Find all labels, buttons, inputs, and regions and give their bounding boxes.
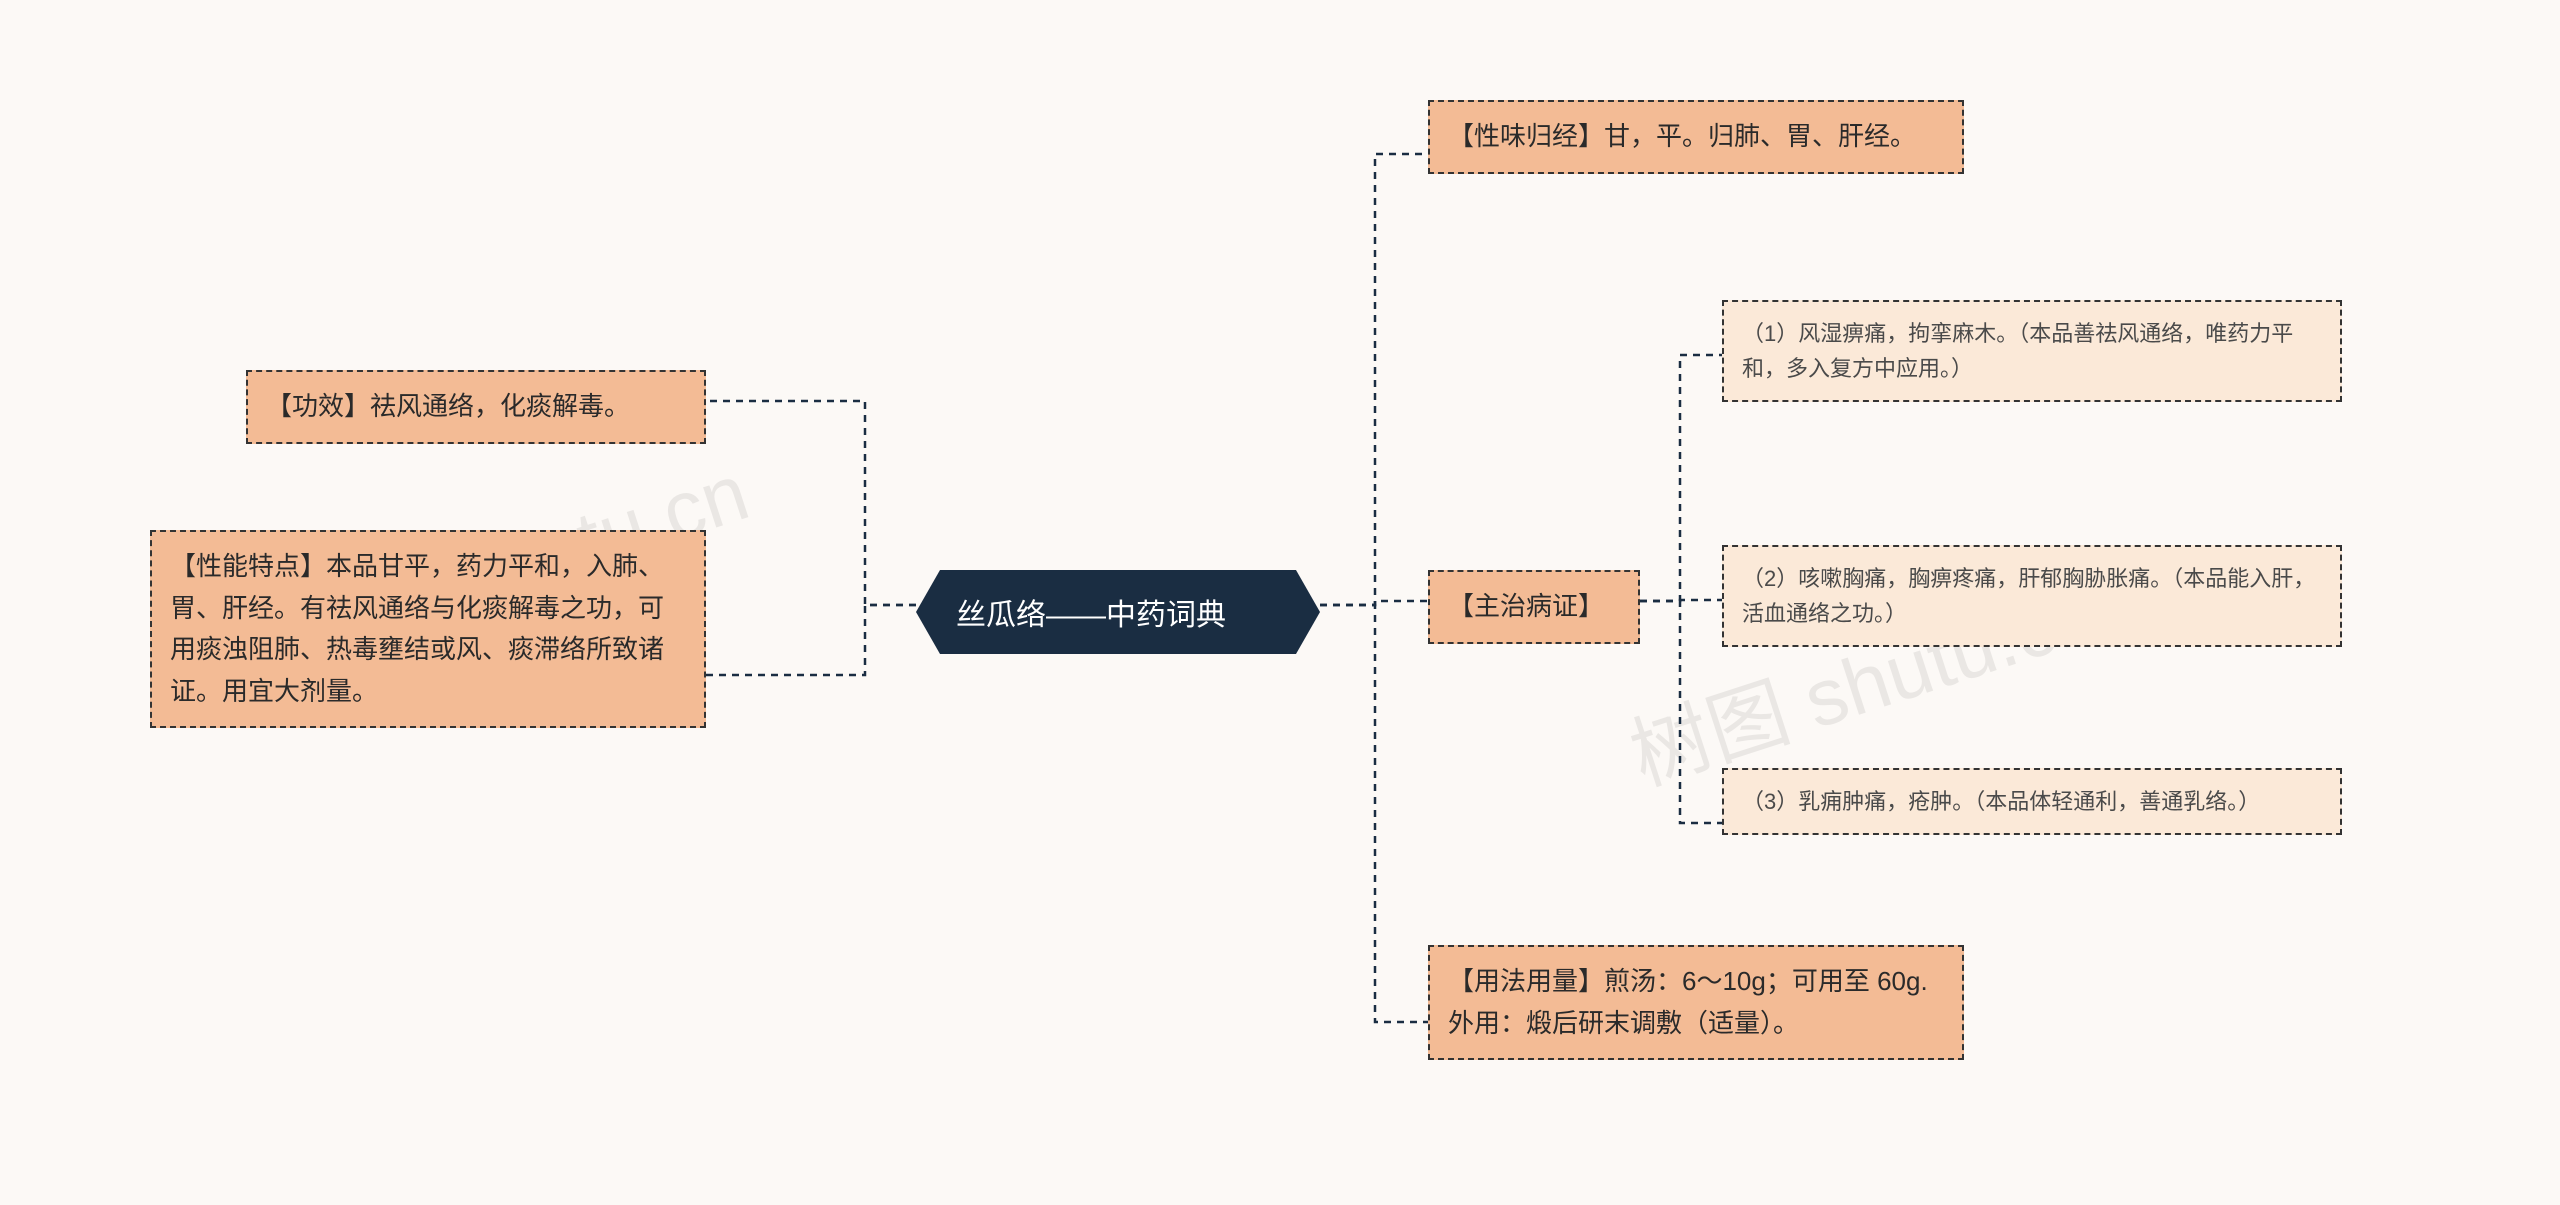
- node-nature: 【性味归经】甘，平。归肺、胃、肝经。: [1428, 100, 1964, 174]
- node-text: （2）咳嗽胸痛，胸痹疼痛，肝郁胸胁胀痛。（本品能入肝，活血通络之功。）: [1742, 566, 2315, 626]
- node-indication-2: （2）咳嗽胸痛，胸痹疼痛，肝郁胸胁胀痛。（本品能入肝，活血通络之功。）: [1722, 545, 2342, 647]
- node-dosage: 【用法用量】煎汤：6～10g；可用至 60g.外用：煅后研末调敷（适量）。: [1428, 945, 1964, 1060]
- connector: [1640, 601, 1722, 823]
- connector: [1320, 601, 1428, 605]
- node-indication-3: （3）乳痈肿痛，疮肿。（本品体轻通利，善通乳络。）: [1722, 768, 2342, 835]
- node-text: 【主治病证】: [1448, 591, 1604, 621]
- connector: [1640, 355, 1722, 601]
- node-text: 【性味归经】甘，平。归肺、胃、肝经。: [1448, 121, 1916, 151]
- connector: [706, 401, 916, 605]
- node-indications: 【主治病证】: [1428, 570, 1640, 644]
- node-text: 【性能特点】本品甘平，药力平和，入肺、胃、肝经。有祛风通络与化痰解毒之功，可用痰…: [170, 551, 664, 706]
- root-label: 丝瓜络——中药词典: [956, 599, 1226, 632]
- connector: [1320, 154, 1428, 605]
- node-text: 【用法用量】煎汤：6～10g；可用至 60g.外用：煅后研末调敷（适量）。: [1448, 966, 1928, 1038]
- connector: [706, 605, 916, 675]
- node-characteristics: 【性能特点】本品甘平，药力平和，入肺、胃、肝经。有祛风通络与化痰解毒之功，可用痰…: [150, 530, 706, 728]
- connector: [1320, 605, 1428, 1022]
- node-indication-1: （1）风湿痹痛，拘挛麻木。（本品善祛风通络，唯药力平和，多入复方中应用。）: [1722, 300, 2342, 402]
- node-text: （1）风湿痹痛，拘挛麻木。（本品善祛风通络，唯药力平和，多入复方中应用。）: [1742, 321, 2293, 381]
- node-text: 【功效】祛风通络，化痰解毒。: [266, 391, 630, 421]
- root-node: 丝瓜络——中药词典: [916, 570, 1320, 654]
- node-efficacy: 【功效】祛风通络，化痰解毒。: [246, 370, 706, 444]
- node-text: （3）乳痈肿痛，疮肿。（本品体轻通利，善通乳络。）: [1742, 789, 2260, 814]
- connector: [1640, 600, 1722, 601]
